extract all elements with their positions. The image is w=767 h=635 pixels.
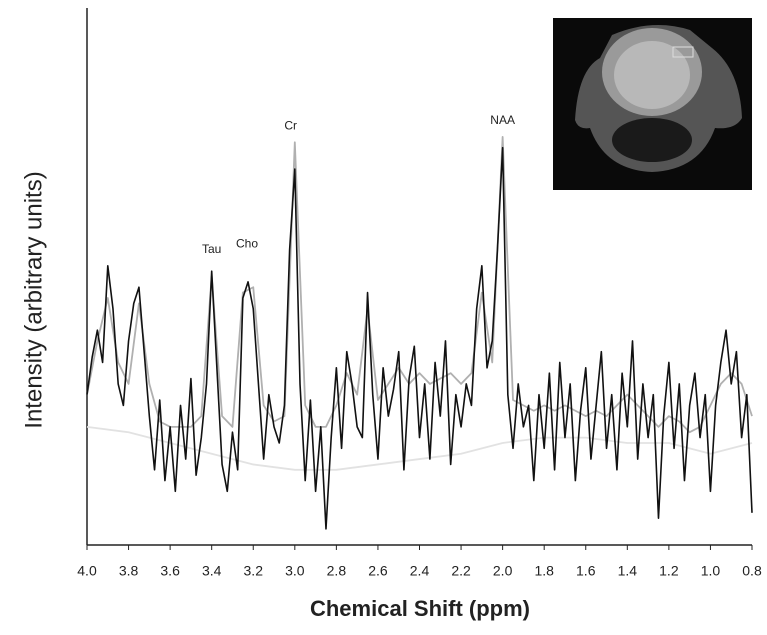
spectrum-line xyxy=(86,425,753,471)
mri-inset xyxy=(553,18,752,190)
peak-label: Tau xyxy=(202,242,221,256)
x-tick-label: 0.8 xyxy=(742,563,762,579)
x-tick-label: 3.4 xyxy=(202,563,222,579)
peak-label: Cho xyxy=(236,236,258,250)
x-tick-label: 4.0 xyxy=(77,563,97,579)
spectrum-line xyxy=(86,146,753,530)
x-tick-label: 1.2 xyxy=(659,563,679,579)
y-axis-label: Intensity (arbitrary units) xyxy=(20,171,47,428)
x-tick-label: 3.6 xyxy=(160,563,180,579)
x-tick-label: 3.2 xyxy=(244,563,264,579)
x-tick-label: 1.0 xyxy=(701,563,721,579)
peak-label: NAA xyxy=(490,113,515,127)
x-tick-label: 2.0 xyxy=(493,563,513,579)
x-tick-label: 2.6 xyxy=(368,563,388,579)
x-tick-label: 3.0 xyxy=(285,563,305,579)
x-axis-label: Chemical Shift (ppm) xyxy=(310,596,530,621)
x-tick-label: 1.8 xyxy=(534,563,554,579)
x-tick-label: 3.8 xyxy=(119,563,139,579)
inset-cortex xyxy=(614,41,690,109)
x-tick-label: 2.8 xyxy=(327,563,347,579)
peak-label: Cr xyxy=(284,118,297,132)
x-tick-label: 1.6 xyxy=(576,563,596,579)
inset-voxel xyxy=(672,46,694,58)
x-tick-label: 2.2 xyxy=(451,563,471,579)
x-tick-label: 1.4 xyxy=(618,563,638,579)
x-tick-label: 2.4 xyxy=(410,563,430,579)
inset-lower xyxy=(612,118,692,162)
